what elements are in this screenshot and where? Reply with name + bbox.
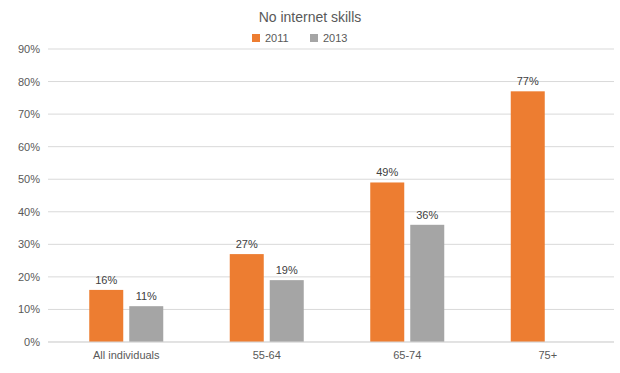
grid-line [48, 342, 614, 343]
y-tick-label: 10% [18, 303, 40, 315]
data-labels: 16% 27% 49% 77% 11% 19% 36% [95, 75, 539, 302]
y-tick-label: 60% [18, 141, 40, 153]
legend-swatch [310, 34, 318, 42]
data-label: 49% [376, 166, 398, 178]
legend-swatch [252, 34, 260, 42]
legend-label: 2011 [265, 32, 289, 44]
data-label: 16% [95, 274, 117, 286]
bar [89, 290, 123, 342]
legend: 2011 2013 [252, 32, 347, 44]
bars [89, 91, 545, 342]
y-tick-label: 40% [18, 206, 40, 218]
y-tick-label: 20% [18, 271, 40, 283]
x-axis-line [48, 342, 614, 343]
y-tick-label: 80% [18, 76, 40, 88]
x-tick-label: 75+ [538, 349, 557, 361]
data-label: 27% [236, 238, 258, 250]
chart-root: No internet skills 0% 10% 20% 30% 40% 50% 60% 70… [0, 0, 620, 373]
x-tick-label: 55-64 [253, 349, 281, 361]
x-tick-label: 65-74 [393, 349, 421, 361]
background [0, 0, 620, 373]
bar [129, 306, 163, 342]
bar [270, 280, 304, 342]
bar [230, 254, 264, 342]
grid [48, 49, 614, 342]
data-label: 36% [416, 209, 438, 221]
grid-line [48, 49, 614, 50]
y-tick-label: 70% [18, 108, 40, 120]
data-label: 19% [276, 264, 298, 276]
bar [511, 91, 545, 342]
y-tick-label: 90% [18, 43, 40, 55]
legend-label: 2013 [323, 32, 347, 44]
data-label: 11% [136, 290, 157, 302]
y-tick-label: 30% [18, 238, 40, 250]
chart-svg: No internet skills 0% 10% 20% 30% 40% 50% 60% 70… [0, 0, 620, 373]
y-tick-label: 50% [18, 173, 40, 185]
bar [410, 225, 444, 342]
bar [370, 182, 404, 342]
x-tick-label: All individuals [93, 349, 160, 361]
data-label: 77% [517, 75, 539, 87]
y-tick-label: 0% [24, 336, 40, 348]
chart-title: No internet skills [259, 9, 362, 25]
